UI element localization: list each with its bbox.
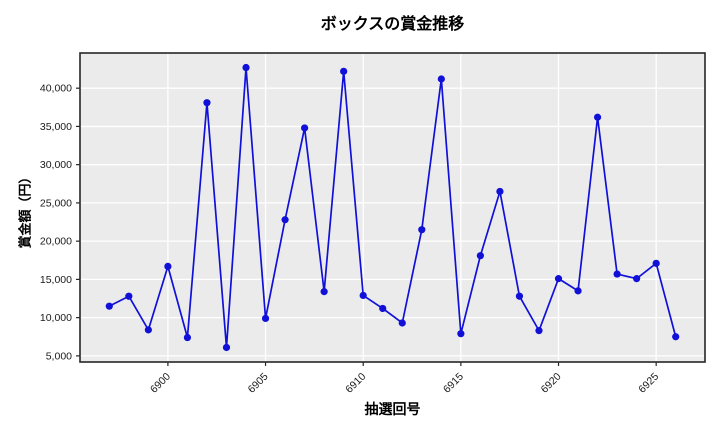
data-point	[164, 262, 172, 270]
y-tick-label: 30,000	[40, 159, 72, 171]
x-tick-label: 6905	[246, 371, 271, 396]
data-point	[144, 326, 152, 334]
y-tick-label: 20,000	[40, 236, 72, 248]
data-point	[652, 259, 660, 267]
plot-background	[80, 53, 705, 362]
data-point	[242, 63, 250, 72]
data-point	[593, 113, 602, 121]
data-point	[379, 304, 387, 313]
data-point	[301, 124, 309, 132]
y-tick-label: 5,000	[46, 350, 72, 362]
y-tick-label: 40,000	[40, 83, 72, 95]
data-point	[261, 314, 270, 323]
data-point	[535, 327, 543, 335]
data-point	[496, 187, 504, 196]
y-tick-label: 25,000	[40, 197, 72, 209]
x-tick-label: 6925	[636, 371, 661, 396]
y-tick-label: 10,000	[40, 312, 72, 324]
x-tick-label: 6910	[343, 371, 368, 396]
y-tick-label: 15,000	[40, 274, 72, 286]
data-line	[108, 66, 677, 349]
x-tick-label: 6915	[441, 371, 466, 396]
data-point	[183, 333, 192, 342]
data-point	[554, 275, 563, 283]
chart-title: ボックスの賞金推移	[320, 16, 465, 33]
data-point	[437, 75, 445, 83]
data-point	[320, 288, 328, 296]
data-point	[105, 302, 113, 310]
data-point	[515, 292, 524, 300]
y-axis-label: 賞金額（円）	[17, 170, 33, 249]
data-point	[418, 226, 426, 234]
data-point	[613, 270, 621, 278]
x-tick-label: 6920	[539, 371, 564, 396]
data-point	[125, 292, 133, 300]
data-point	[222, 343, 231, 352]
x-axis-label: 抽選回号	[364, 401, 421, 417]
y-tick-label: 35,000	[40, 121, 72, 133]
data-point	[281, 216, 289, 224]
data-point	[398, 319, 406, 327]
data-point	[633, 275, 641, 283]
data-point	[574, 287, 582, 295]
data-point	[340, 67, 348, 75]
x-tick-label: 6900	[148, 371, 173, 396]
data-point	[457, 330, 465, 338]
data-point	[359, 291, 367, 300]
data-point	[203, 99, 211, 107]
data-point	[476, 252, 484, 260]
plot-border	[79, 52, 706, 363]
data-point	[672, 333, 680, 341]
